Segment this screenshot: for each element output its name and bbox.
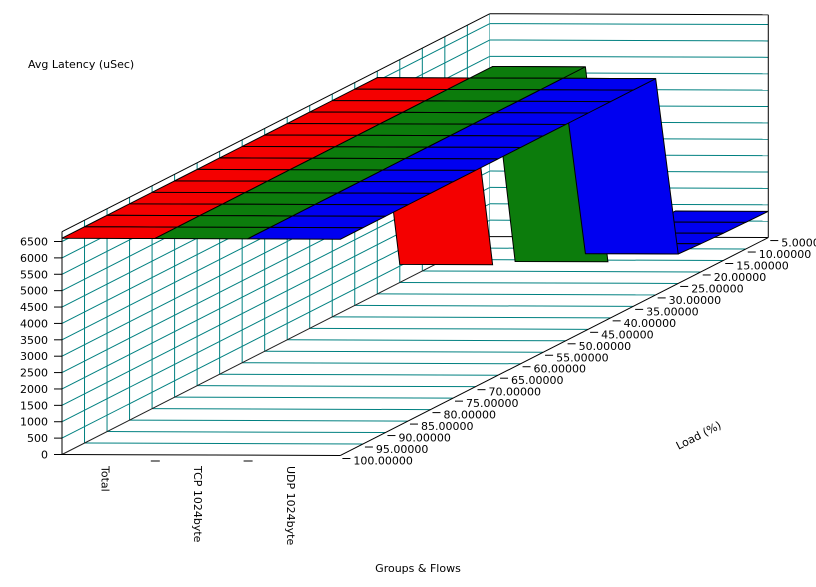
load-tick-label: 75.00000 (466, 397, 519, 410)
load-tick-label: 5.00000 (781, 237, 816, 250)
z-tick-label: 4000 (20, 317, 48, 330)
load-tick-label: 15.00000 (736, 260, 789, 273)
load-tick-label: 85.00000 (421, 420, 474, 433)
floor-gridline-load (264, 350, 544, 353)
left-wall-top-edge (61, 13, 491, 233)
load-tick-label: 55.00000 (556, 351, 609, 364)
load-tick-label: 30.00000 (669, 294, 722, 307)
floor-gridline-load (332, 316, 611, 319)
load-tick-label: 60.00000 (534, 363, 587, 376)
ribbon-segment-2 (247, 226, 364, 240)
z-tick-label: 6500 (20, 236, 48, 249)
floor-gridline-load (242, 362, 521, 365)
floor-left-edge (61, 236, 491, 455)
floor-gridline-load (422, 270, 701, 273)
group-axis-title: Groups & Flows (375, 562, 461, 575)
load-axis-line (340, 237, 769, 456)
z-tick-label: 5500 (20, 268, 48, 281)
floor-gridline-load (84, 442, 363, 445)
z-axis-title: Avg Latency (uSec) (28, 58, 135, 71)
floor (62, 236, 769, 456)
groups-axis-line (61, 454, 341, 456)
backwall-gridline-z (489, 39, 769, 42)
load-tick-label: 25.00000 (691, 282, 744, 295)
floor-gridline-load (354, 304, 634, 307)
z-tick-label: 3500 (20, 334, 48, 347)
z-tick-label: 0 (41, 449, 48, 462)
load-tick-label: 95.00000 (376, 443, 429, 456)
z-tick-label: 1500 (20, 399, 48, 412)
load-tick-label: 35.00000 (646, 305, 699, 318)
load-tick-label: 45.00000 (601, 328, 654, 341)
backwall-gridline-z (489, 55, 769, 58)
group-label: Total (98, 465, 111, 492)
floor-gridline-load (399, 281, 679, 284)
floor-gridline-load (107, 431, 386, 434)
floor-gridline-load (152, 408, 431, 411)
z-tick-label: 1000 (20, 416, 48, 429)
floor-gridline-load (174, 396, 454, 399)
backwall-gridline-z (489, 23, 769, 26)
floor-gridline-load (129, 419, 408, 422)
load-tick-label: 90.00000 (398, 432, 451, 445)
z-tick-label: 2500 (20, 367, 48, 380)
group-label: UDP 1024byte (284, 466, 297, 545)
load-tick-label: 10.00000 (759, 248, 812, 261)
back-wall-top-edge (489, 13, 769, 16)
z-tick-label: 3000 (20, 350, 48, 363)
floor-gridline-load (287, 339, 566, 342)
z-tick-label: 2000 (20, 383, 48, 396)
group-label: TCP 1024byte (191, 465, 204, 543)
floor-gridline-load (377, 293, 656, 296)
floor-gridline-load (219, 373, 499, 376)
load-tick-label: 40.00000 (624, 317, 677, 330)
load-tick-label: 20.00000 (714, 271, 767, 284)
load-tick-label: 65.00000 (511, 374, 564, 387)
load-tick-label: 70.00000 (489, 386, 542, 399)
load-tick-label: 50.00000 (579, 340, 632, 353)
z-tick-label: 5000 (20, 285, 48, 298)
floor-gridline-load (309, 327, 589, 330)
floor-gridline-load (197, 385, 476, 388)
z-tick-label: 500 (27, 432, 48, 445)
z-tick-label: 6000 (20, 252, 48, 265)
load-tick-label: 80.00000 (443, 409, 496, 422)
load-tick-label: 100.00000 (353, 454, 413, 467)
z-tick-label: 4500 (20, 301, 48, 314)
